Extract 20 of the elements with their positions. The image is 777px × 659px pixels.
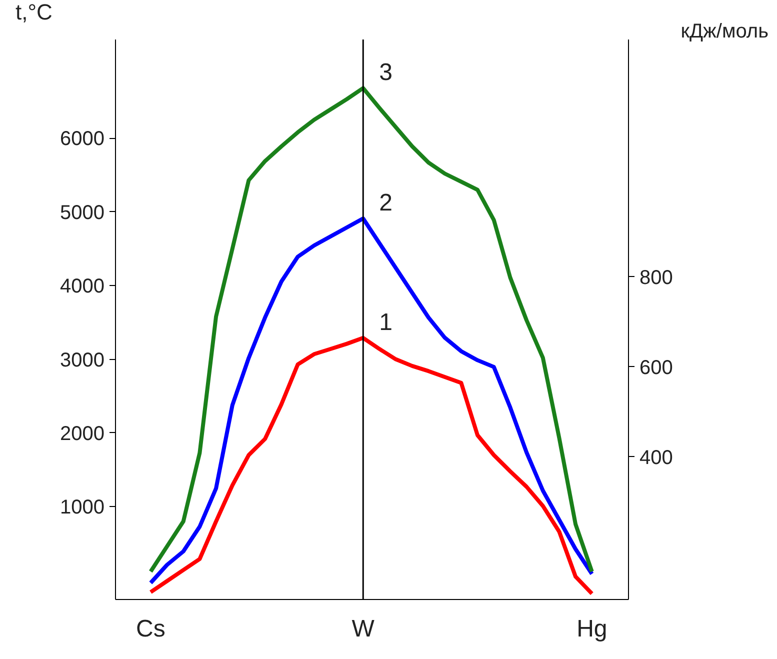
x-tick-label: W — [352, 616, 375, 642]
y-tick-label: 2000 — [60, 422, 105, 445]
annotation: 3 — [379, 59, 392, 86]
y-tick-label: 1000 — [60, 496, 105, 519]
line-series — [148, 86, 594, 574]
y2-tick-label: 800 — [640, 266, 673, 289]
line-series — [148, 216, 594, 585]
y-axis-title: t,°C — [16, 0, 53, 24]
y2-tick-label: 400 — [640, 446, 673, 469]
y-tick-label: 4000 — [60, 276, 105, 298]
x-tick-label: Hg — [576, 616, 608, 642]
line-series — [148, 336, 594, 596]
y-tick-label: 6000 — [60, 128, 105, 150]
y-tick-label: 3000 — [60, 349, 105, 372]
y2-axis-title: кДж/моль — [680, 20, 769, 42]
x-tick-label: Cs — [136, 616, 166, 642]
y-tick-label: 5000 — [60, 202, 105, 224]
annotation: 1 — [379, 308, 392, 336]
y2-tick-label: 600 — [640, 356, 673, 379]
annotation: 2 — [379, 190, 392, 217]
